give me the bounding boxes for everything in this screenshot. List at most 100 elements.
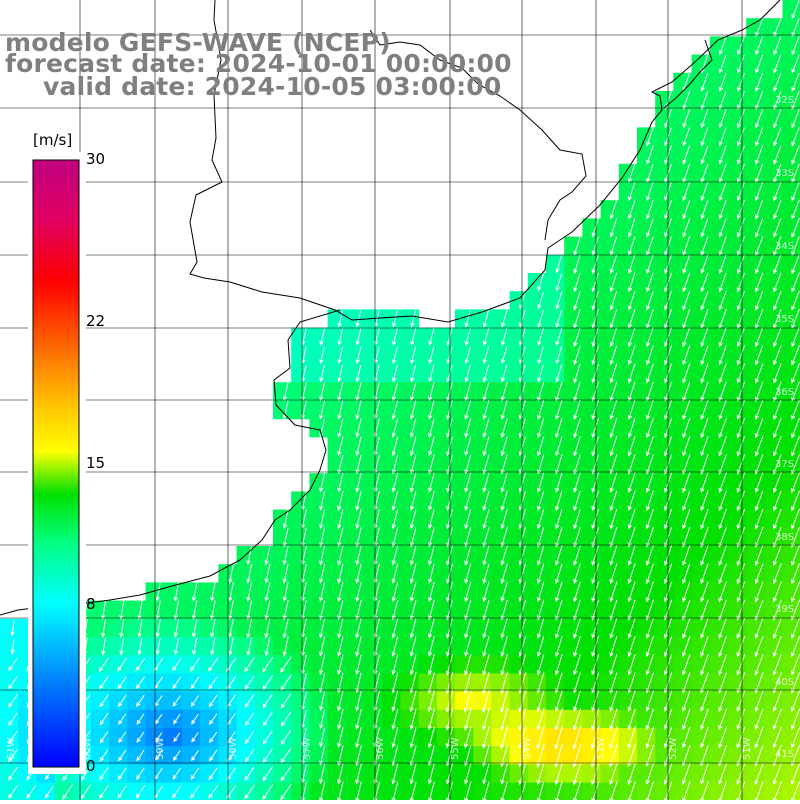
wind-arrow xyxy=(791,363,800,384)
wind-cell xyxy=(782,236,800,256)
wind-cell xyxy=(382,691,401,711)
wind-cell xyxy=(709,564,729,583)
wind-arrow xyxy=(573,345,581,366)
wind-cell xyxy=(382,473,401,492)
wind-arrow xyxy=(409,654,417,676)
wind-arrow xyxy=(355,346,362,365)
wind-arrow xyxy=(427,636,435,657)
wind-arrow xyxy=(536,563,545,585)
longitude-label: 54W xyxy=(522,737,533,760)
wind-cell xyxy=(91,782,110,802)
wind-cell xyxy=(746,163,765,183)
wind-arrow xyxy=(409,618,417,639)
wind-arrow xyxy=(482,599,490,621)
wind-cell xyxy=(782,72,800,92)
wind-arrow xyxy=(427,509,435,530)
wind-arrow xyxy=(337,600,344,621)
wind-arrow xyxy=(754,508,764,530)
wind-arrow xyxy=(427,763,435,785)
wind-arrow xyxy=(536,725,545,750)
wind-arrow xyxy=(791,145,800,165)
wind-cell xyxy=(473,400,492,420)
wind-arrow xyxy=(500,418,508,439)
wind-cell xyxy=(127,746,147,765)
wind-arrow xyxy=(208,767,218,781)
wind-cell xyxy=(418,546,438,565)
wind-cell xyxy=(746,728,765,747)
wind-arrow xyxy=(391,472,399,493)
wind-cell xyxy=(400,327,420,347)
wind-cell xyxy=(455,327,474,347)
wind-cell xyxy=(400,728,420,747)
wind-arrow xyxy=(319,545,326,566)
wind-arrow xyxy=(682,254,691,275)
wind-arrow xyxy=(500,707,509,731)
wind-cell xyxy=(382,400,401,420)
wind-arrow xyxy=(536,545,545,566)
wind-cell xyxy=(327,637,347,656)
wind-arrow xyxy=(682,127,691,147)
wind-arrow xyxy=(718,763,728,785)
wind-cell xyxy=(691,709,711,729)
wind-arrow xyxy=(135,785,146,799)
wind-cell xyxy=(746,273,765,292)
wind-arrow xyxy=(573,636,581,658)
wind-cell xyxy=(764,345,784,365)
latitude-labels: 32S 33S 34S 35S 36S 37S 38S 39S 40S 41S xyxy=(775,95,794,760)
wind-arrow xyxy=(627,527,636,548)
wind-arrow xyxy=(555,508,563,530)
wind-arrow xyxy=(410,328,417,346)
wind-arrow xyxy=(99,676,109,690)
wind-arrow xyxy=(355,509,362,530)
wind-arrow xyxy=(409,418,417,438)
wind-arrow xyxy=(791,581,800,603)
wind-cell xyxy=(782,527,800,547)
wind-arrow xyxy=(319,563,326,584)
wind-arrow xyxy=(337,618,344,639)
wind-arrow xyxy=(99,731,109,744)
wind-cell xyxy=(764,746,784,765)
wind-arrow xyxy=(609,399,618,420)
wind-arrow xyxy=(573,617,581,639)
wind-arrow xyxy=(736,72,745,92)
wind-cell xyxy=(546,309,565,329)
wind-arrow xyxy=(646,327,654,348)
wind-arrow xyxy=(262,712,273,727)
wind-arrow xyxy=(591,327,599,348)
wind-arrow xyxy=(280,693,292,709)
wind-cell xyxy=(709,345,729,365)
wind-arrow xyxy=(391,509,399,530)
wind-cell xyxy=(764,600,784,620)
wind-cell xyxy=(546,327,565,347)
wind-cell xyxy=(364,600,383,620)
wind-arrow xyxy=(572,725,582,750)
wind-cell xyxy=(764,254,784,274)
wind-arrow xyxy=(736,91,745,111)
wind-cell xyxy=(746,182,765,201)
wind-cell xyxy=(691,746,711,765)
wind-cell xyxy=(746,600,765,620)
wind-arrow xyxy=(246,637,252,657)
wind-arrow xyxy=(428,328,435,347)
wind-arrow xyxy=(754,490,764,512)
wind-arrow xyxy=(700,181,709,202)
wind-arrow xyxy=(427,726,435,749)
wind-cell xyxy=(418,564,438,583)
wind-cell xyxy=(345,637,365,656)
wind-arrow xyxy=(282,600,289,621)
wind-arrow xyxy=(736,363,746,384)
wind-arrow xyxy=(117,657,128,672)
wind-cell xyxy=(327,491,347,511)
wind-arrow xyxy=(754,726,764,749)
wind-arrow xyxy=(117,676,127,690)
wind-cell xyxy=(0,782,19,802)
wind-arrow xyxy=(591,708,600,731)
wind-cell xyxy=(291,527,310,547)
wind-cell xyxy=(400,418,420,438)
wind-cell xyxy=(309,582,329,602)
wind-cell xyxy=(691,382,711,401)
wind-cell xyxy=(764,564,784,583)
wind-cell xyxy=(546,291,565,310)
wind-arrow xyxy=(718,54,727,74)
